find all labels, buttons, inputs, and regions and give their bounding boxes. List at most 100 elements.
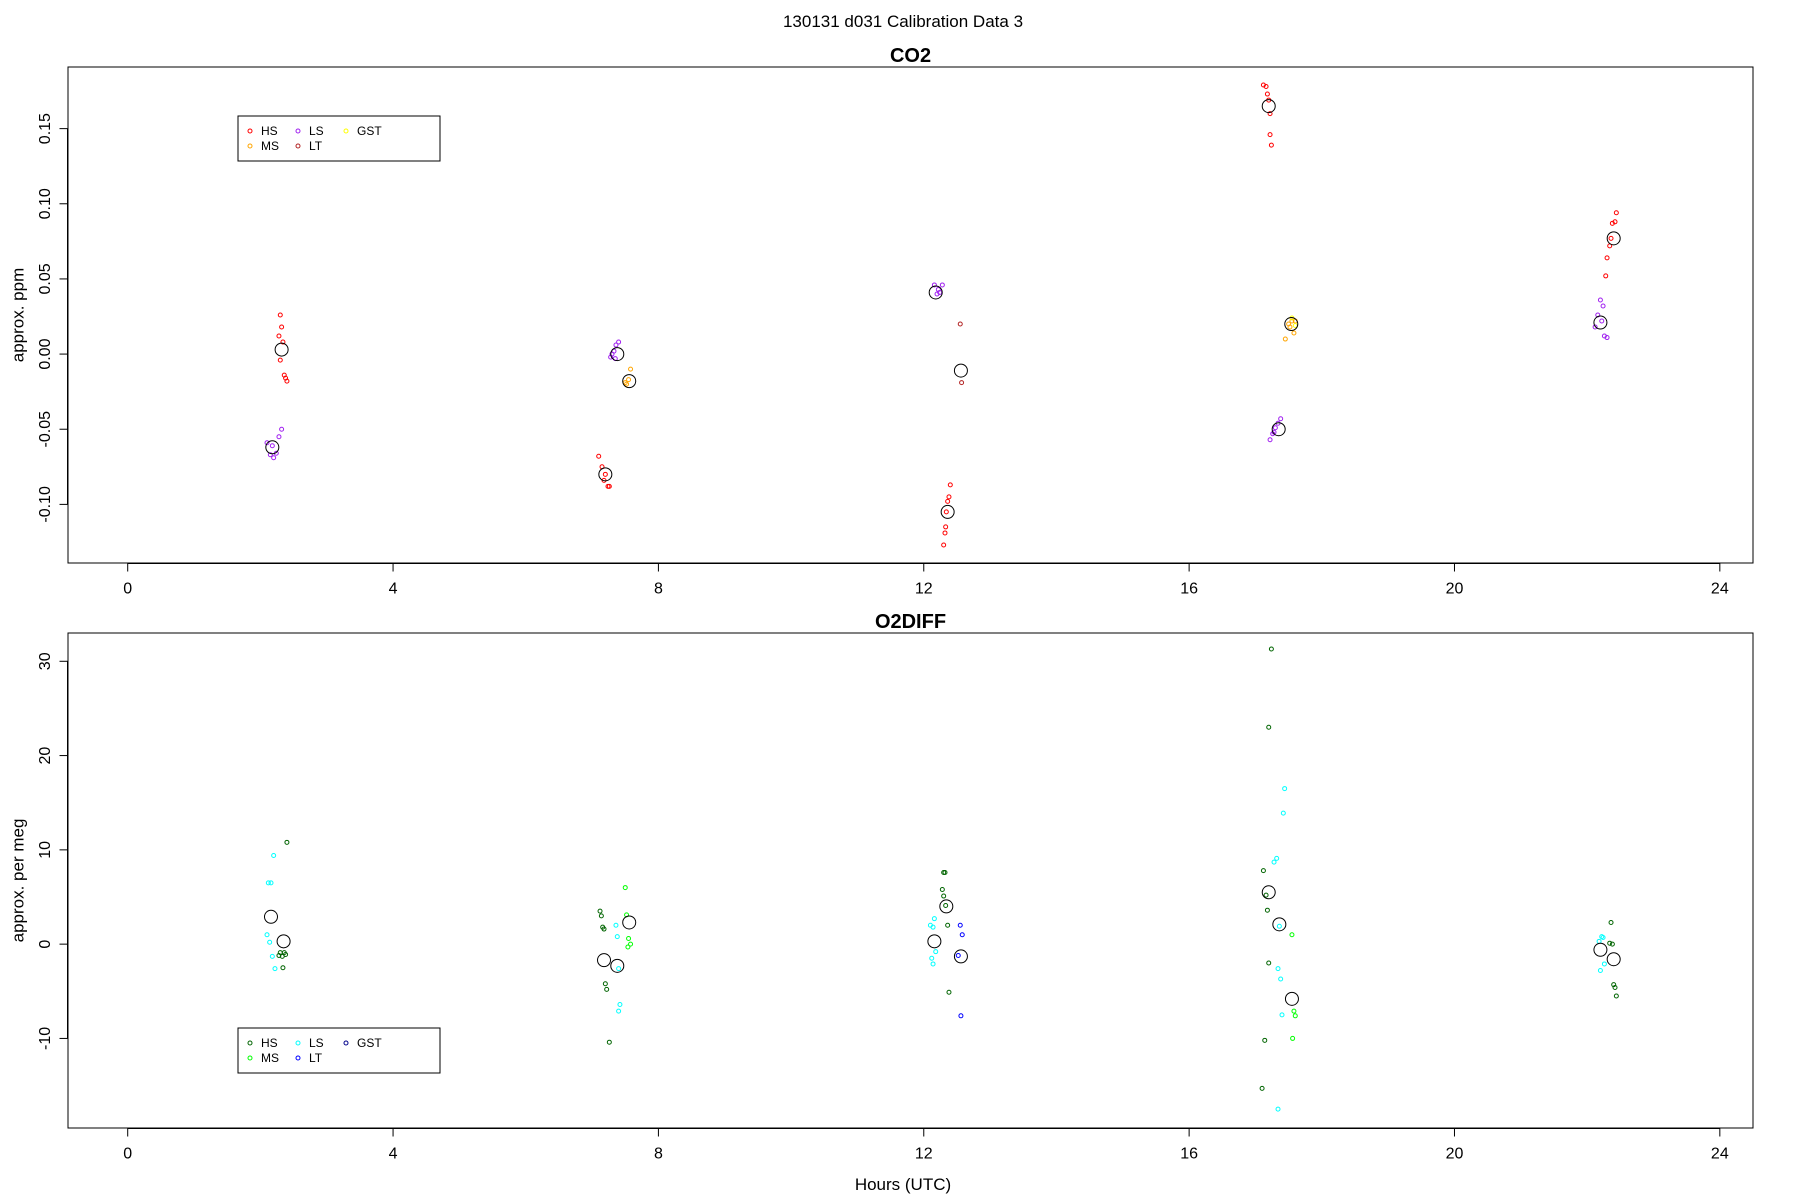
data-point [1613,993,1619,999]
data-point [1597,297,1603,303]
data-point [280,965,286,971]
data-point [602,471,608,477]
data-point [947,482,953,488]
data-point [941,542,947,548]
data-point [1268,646,1274,652]
data-point [1260,868,1266,874]
data-point [271,853,277,859]
data-point [597,908,603,914]
data-point [276,333,282,339]
mean-point [265,440,280,455]
y-tick-label: 0.00 [37,338,54,369]
data-point [939,282,945,288]
x-tick-label: 16 [1180,581,1198,598]
data-point [946,494,952,500]
data-point [1603,273,1609,279]
mean-point [1261,885,1276,900]
data-point [1275,1106,1281,1112]
mean-point [940,504,955,519]
data-point [1607,940,1613,946]
data-point [613,342,619,348]
mean-point [622,374,637,389]
data-point [1264,91,1270,97]
data-point [1278,976,1284,982]
data-point [945,498,951,504]
y-tick-label: -10 [37,1027,54,1050]
data-point [602,981,608,987]
y-tick-label: 0 [37,940,54,949]
data-point [946,989,952,995]
data-point [626,935,632,941]
legend-label: LT [309,1051,323,1065]
x-tick-label: 0 [123,1146,132,1163]
mean-markers [265,99,1621,519]
mean-point [597,953,612,968]
x-tick-label: 16 [1180,1146,1198,1163]
legend-label: GST [357,124,382,138]
legend-marker [295,1040,301,1046]
legend-marker [295,143,301,149]
data-point [616,339,622,345]
data-point [598,913,604,919]
data-point [1274,855,1280,861]
legend-label: LT [309,139,323,153]
x-tick-label: 24 [1711,1146,1729,1163]
data-point [1267,111,1273,117]
panel-title: O2DIFF [875,611,946,633]
data-point [616,966,622,972]
mean-point [610,958,625,973]
mean-markers [263,885,1621,1006]
data-point [614,934,620,940]
data-point [935,286,941,292]
mean-point [1606,231,1621,246]
panels: CO2 0 4 8 12 16 20 24 -0.10 -0.05 0.00 0.05 0.10 0.15… [9,45,1754,1163]
x-tick-label: 4 [389,581,398,598]
data-point [617,1001,623,1007]
legend-label: MS [261,139,279,153]
panel-o2diff: O2DIFF 0 4 8 12 16 20 24 -10 0 10 20 30 approx. per m… [9,611,1754,1163]
y-tick-label: 0.10 [37,188,54,219]
legend-entry-gst: GST [343,1036,382,1050]
data-point [1262,1037,1268,1043]
data-point [1275,966,1281,972]
mean-point [1271,422,1286,437]
legend-entry-ls: LS [295,1036,324,1050]
legend-label: GST [357,1036,382,1050]
x-tick-label: 8 [654,1146,663,1163]
mean-point [928,285,943,300]
data-point [943,524,949,530]
x-tick-label: 20 [1446,581,1464,598]
data-point [1611,982,1617,988]
data-point [931,282,937,288]
series-hs [276,646,1619,1091]
y-tick-label: -0.10 [37,486,54,523]
data-point [284,839,290,845]
data-point [1597,968,1603,974]
data-point [1286,321,1292,327]
legend-entry-ls: LS [295,124,324,138]
mean-point [927,934,942,949]
data-point [1280,810,1286,816]
y-tick-label: 10 [37,841,54,859]
mean-point [1284,991,1299,1006]
mean-point [598,467,613,482]
data-point [1291,330,1297,336]
data-point [626,377,632,383]
series-ms [622,318,1298,387]
y-tick-label: -0.05 [37,411,54,448]
y-tick-label: 20 [37,747,54,765]
data-point [604,986,610,992]
data-point [1608,235,1614,241]
data-point [1291,1008,1297,1014]
y-tick-label: 30 [37,652,54,670]
data-point [1289,318,1295,324]
legend-marker [247,1040,253,1046]
legend-label: HS [261,124,278,138]
legend-marker [343,1040,349,1046]
data-point [1282,336,1288,342]
data-point [628,941,634,947]
data-point [264,440,270,446]
data-point [942,530,948,536]
legend-marker [295,1055,301,1061]
y-axis-label: approx. per meg [9,819,28,943]
